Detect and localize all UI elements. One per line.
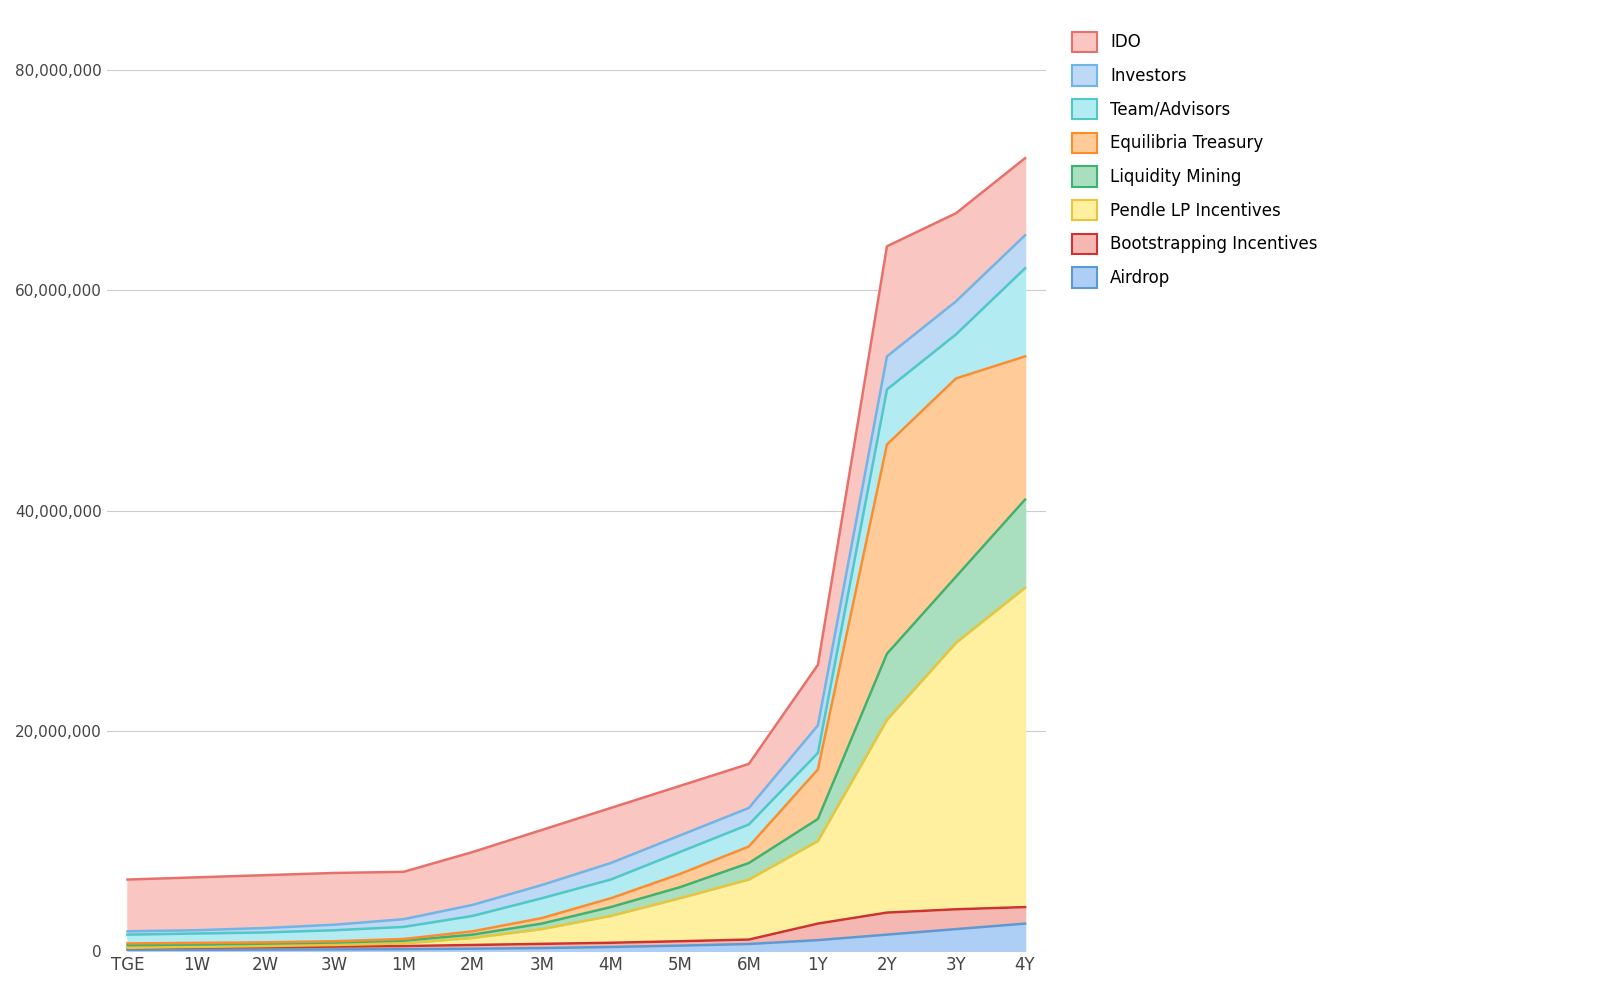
- Legend: IDO, Investors, Team/Advisors, Equilibria Treasury, Liquidity Mining, Pendle LP : IDO, Investors, Team/Advisors, Equilibri…: [1064, 24, 1326, 296]
